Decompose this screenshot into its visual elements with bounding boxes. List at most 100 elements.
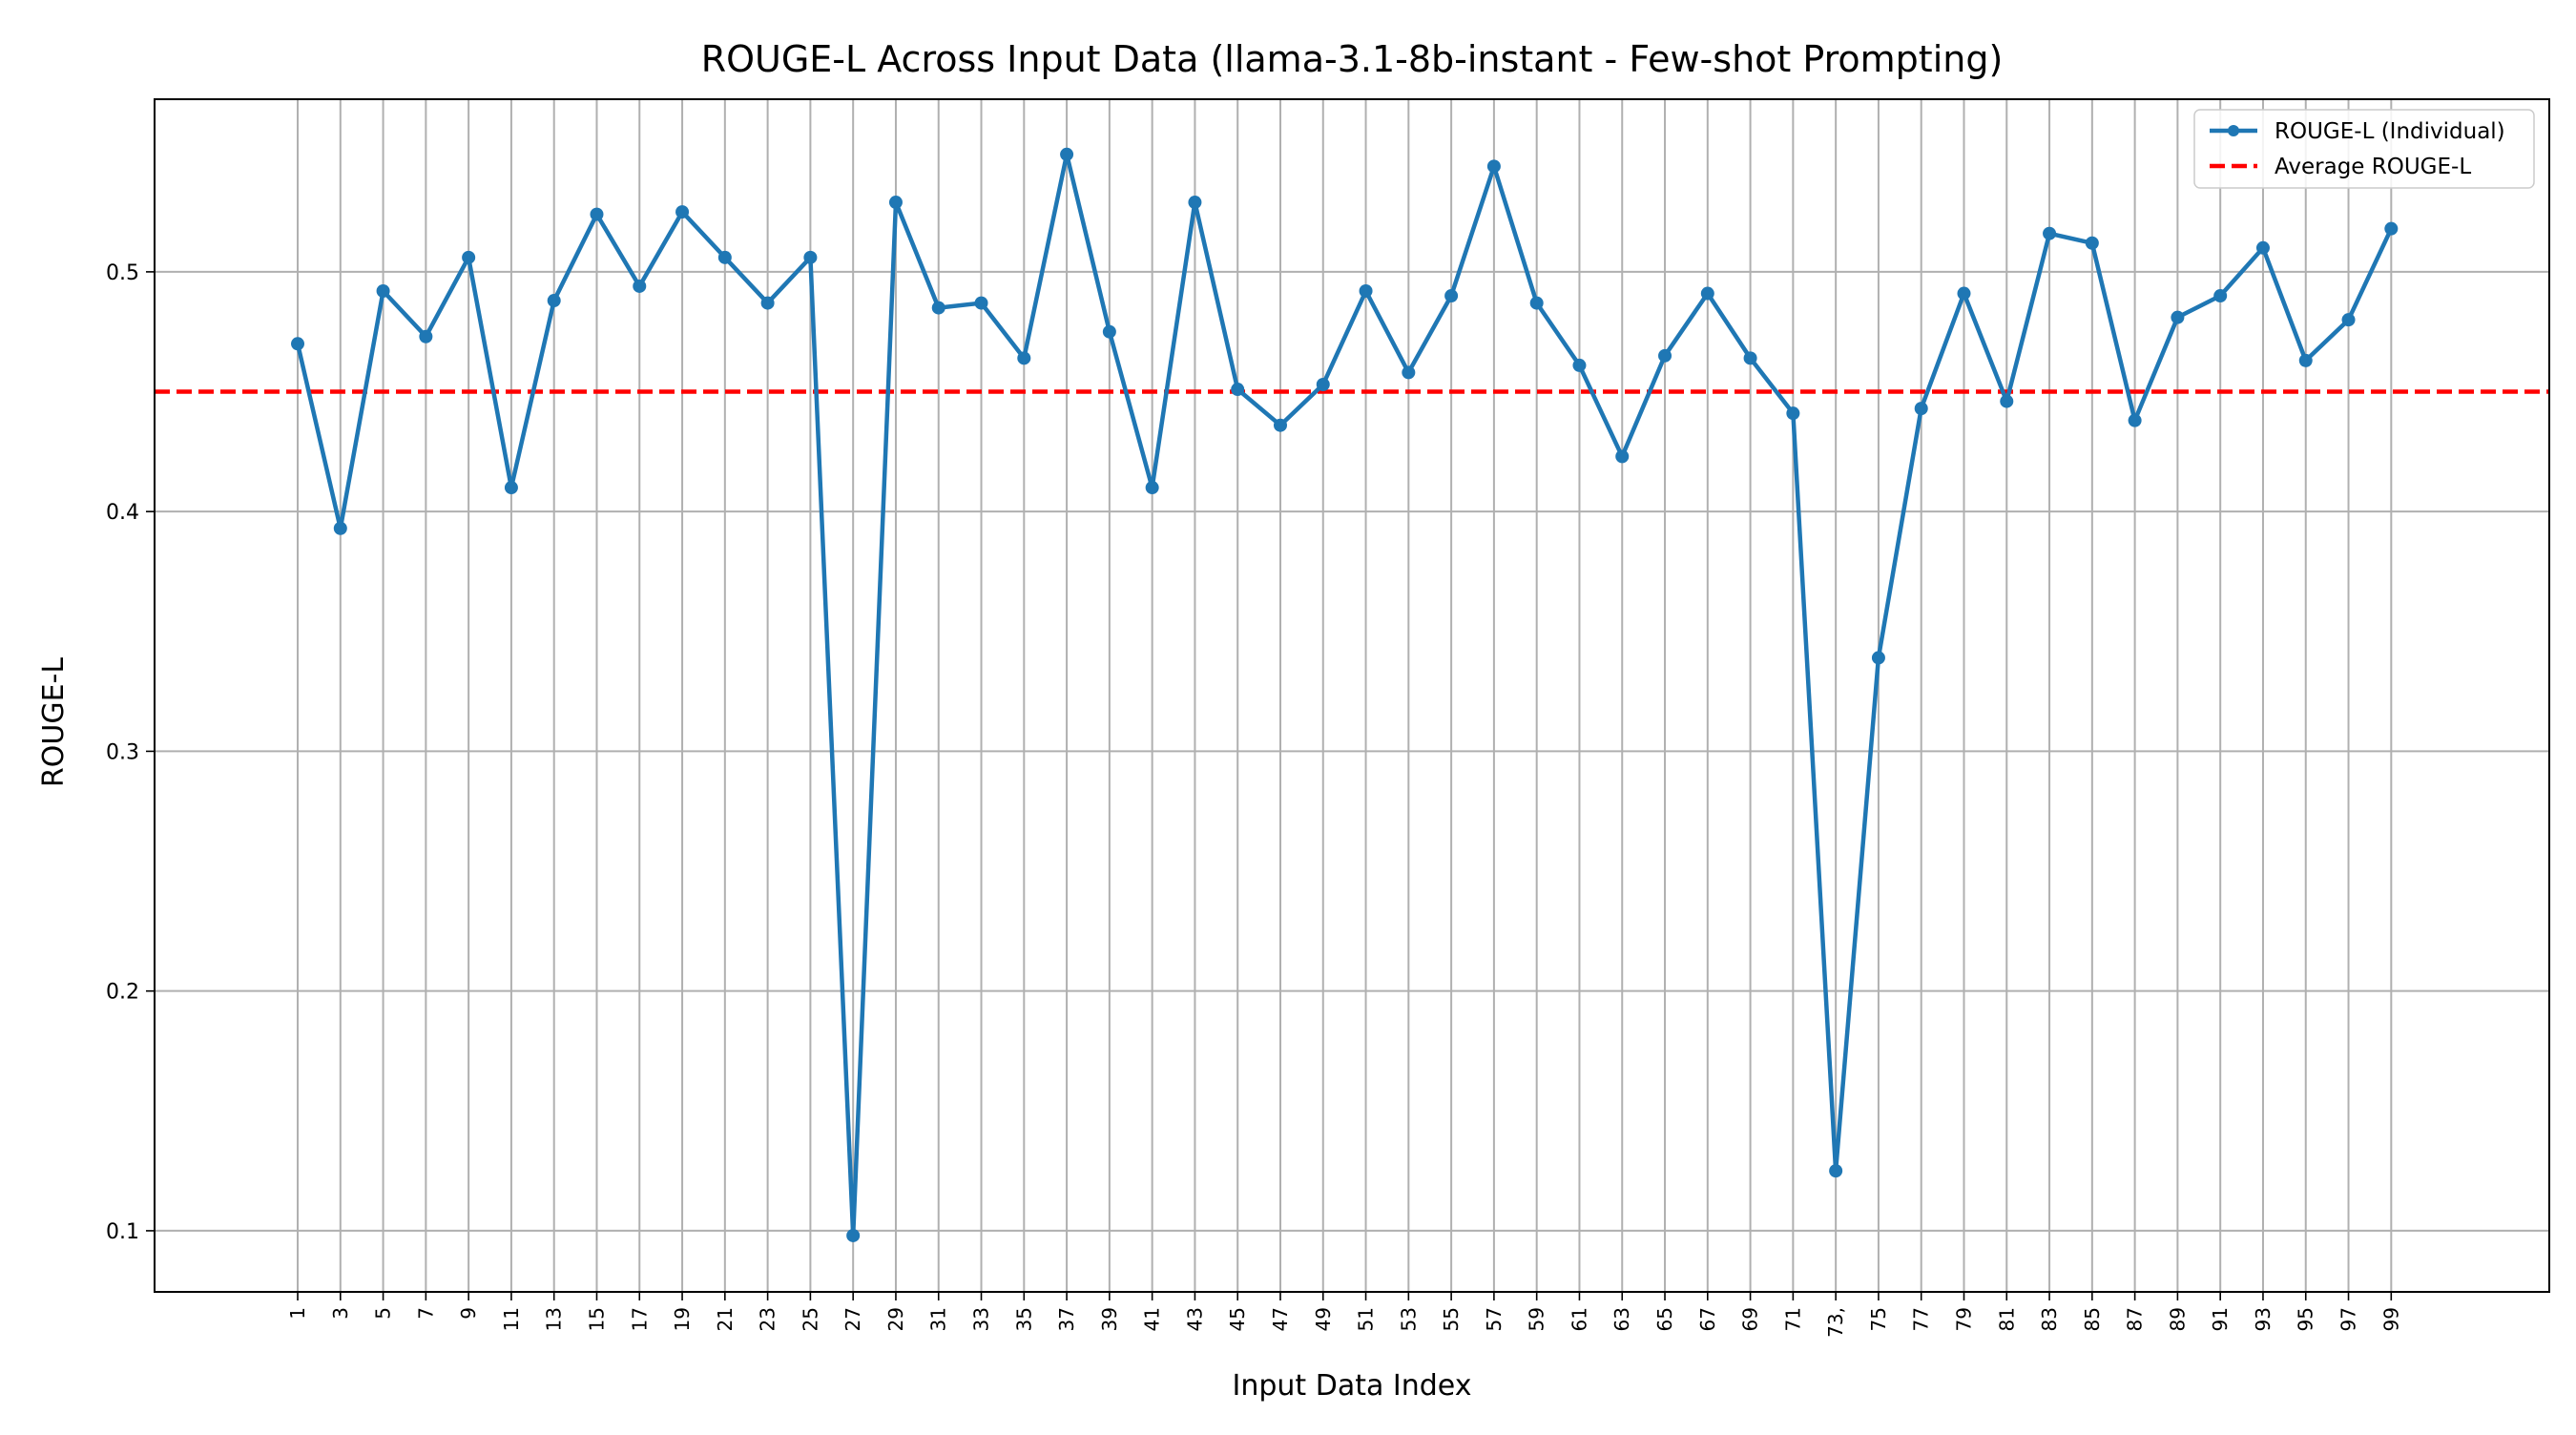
data-point — [1529, 296, 1544, 310]
x-tick-label: 61 — [1568, 1307, 1590, 1331]
x-tick-label: 97 — [2337, 1307, 2360, 1331]
x-tick-label: 37 — [1055, 1307, 1078, 1331]
data-point — [590, 207, 604, 221]
x-tick-label: 81 — [1995, 1307, 2018, 1331]
data-point — [1871, 651, 1885, 665]
data-point — [547, 294, 561, 308]
data-point — [1786, 406, 1800, 421]
x-tick-label: 67 — [1696, 1307, 1719, 1331]
x-tick-label: 47 — [1269, 1307, 1292, 1331]
x-tick-label: 5 — [372, 1307, 395, 1320]
x-tick-label: 95 — [2295, 1307, 2317, 1331]
data-point — [1486, 159, 1501, 174]
data-point — [333, 521, 347, 535]
data-point — [1359, 284, 1373, 299]
data-point — [633, 279, 647, 293]
legend-marker-individual — [2228, 125, 2239, 136]
x-tick-label: 63 — [1610, 1307, 1633, 1331]
data-point — [2341, 313, 2356, 327]
x-tick-label: 29 — [884, 1307, 907, 1331]
x-tick-label: 75 — [1867, 1307, 1890, 1331]
x-tick-label: 99 — [2379, 1307, 2402, 1331]
x-tick-label: 17 — [628, 1307, 651, 1331]
data-point — [2000, 394, 2014, 408]
x-tick-label: 31 — [927, 1307, 950, 1331]
x-tick-label: 13 — [543, 1307, 566, 1331]
plot-frame — [154, 98, 2550, 1293]
series-layer — [291, 147, 2399, 1242]
data-point — [760, 296, 775, 310]
legend: ROUGE-L (Individual) Average ROUGE-L — [2193, 109, 2535, 189]
data-point — [419, 329, 433, 343]
data-point — [1658, 348, 1672, 363]
data-point — [1572, 358, 1587, 372]
x-tick-label: 15 — [585, 1307, 608, 1331]
data-point — [1060, 147, 1074, 161]
data-point — [717, 250, 732, 264]
data-point — [2255, 240, 2270, 255]
data-point — [888, 196, 903, 210]
data-point — [1829, 1164, 1843, 1178]
data-point — [1017, 351, 1031, 365]
x-tick-label: 57 — [1483, 1307, 1506, 1331]
x-tick-label: 21 — [714, 1307, 737, 1331]
x-axis: 1 3 5 7 9 11 13 15 17 19 21 23 25 27 29 31 33 35 37 39 41 43 4… — [286, 1292, 2402, 1338]
data-point — [2043, 226, 2057, 240]
x-tick-label: 55 — [1440, 1307, 1463, 1331]
x-tick-label: 35 — [1012, 1307, 1035, 1331]
data-point — [2128, 413, 2142, 427]
data-point — [376, 284, 390, 299]
x-tick-label: 77 — [1910, 1307, 1933, 1331]
x-tick-label: 83 — [2038, 1307, 2061, 1331]
y-tick-label: 0.5 — [106, 261, 139, 285]
data-point — [1102, 324, 1116, 339]
x-tick-label: 7 — [414, 1307, 437, 1320]
y-tick-label: 0.4 — [106, 501, 139, 525]
x-axis-label: Input Data Index — [1233, 1369, 1472, 1403]
y-tick-label: 0.3 — [106, 740, 139, 764]
data-point — [931, 301, 945, 315]
x-tick-label: 27 — [841, 1307, 864, 1331]
data-point — [974, 296, 988, 310]
data-point — [291, 337, 305, 351]
data-point — [462, 250, 476, 264]
legend-label-individual: ROUGE-L (Individual) — [2275, 119, 2505, 144]
x-tick-label: 11 — [500, 1307, 523, 1331]
series-line — [295, 152, 2394, 1238]
chart-title: ROUGE-L Across Input Data (llama-3.1-8b-… — [701, 38, 2004, 80]
data-point — [1444, 289, 1459, 303]
data-point — [2085, 236, 2099, 250]
data-point — [504, 481, 518, 495]
x-tick-label: 19 — [671, 1307, 694, 1331]
data-point — [803, 250, 818, 264]
x-tick-label: 79 — [1952, 1307, 1975, 1331]
data-point — [1316, 377, 1330, 391]
y-tick-label: 0.1 — [106, 1220, 139, 1244]
x-tick-label: 59 — [1526, 1307, 1548, 1331]
data-point — [1145, 481, 1159, 495]
data-point — [1743, 351, 1757, 365]
grid — [155, 99, 2549, 1292]
x-tick-label: 87 — [2124, 1307, 2147, 1331]
x-tick-label: 51 — [1355, 1307, 1378, 1331]
legend-label-average: Average ROUGE-L — [2275, 155, 2471, 179]
data-point — [2213, 289, 2228, 303]
data-point — [1700, 286, 1714, 301]
data-point — [1273, 418, 1287, 432]
x-tick-label: 71 — [1781, 1307, 1804, 1331]
data-point — [1615, 449, 1630, 464]
y-tick-label: 0.2 — [106, 981, 139, 1005]
data-point — [1188, 196, 1202, 210]
x-tick-label: 93 — [2252, 1307, 2275, 1331]
legend-box — [2193, 109, 2535, 189]
data-point — [1402, 365, 1416, 380]
data-point — [675, 205, 690, 219]
x-tick-label: 9 — [457, 1307, 480, 1320]
x-tick-label: 69 — [1739, 1307, 1762, 1331]
x-tick-label: 3 — [329, 1307, 352, 1320]
data-point — [2298, 353, 2313, 367]
y-axis: 0.1 0.2 0.3 0.4 0.5 — [106, 261, 155, 1244]
x-tick-label: 89 — [2166, 1307, 2189, 1331]
x-tick-label: 41 — [1141, 1307, 1164, 1331]
